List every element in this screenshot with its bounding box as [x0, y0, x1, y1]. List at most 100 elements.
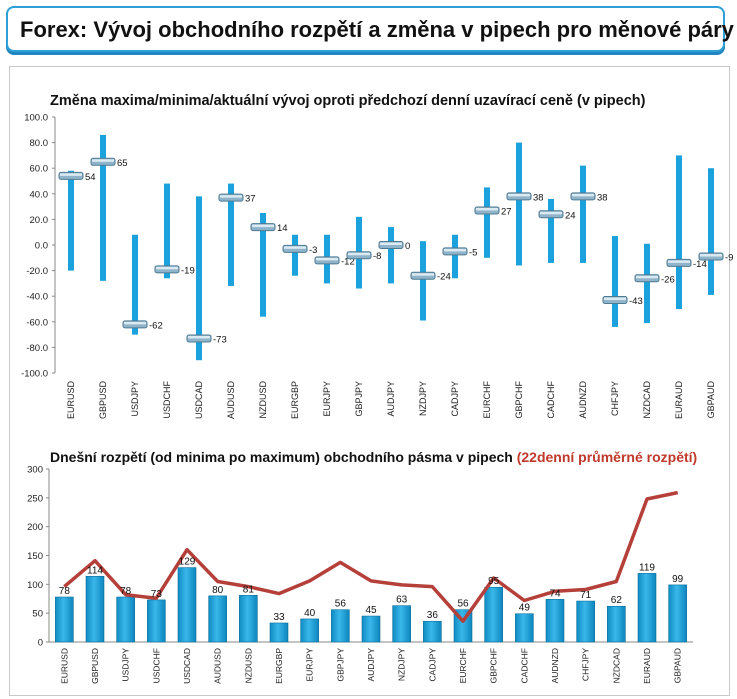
x-tick-label: GBPCHF: [514, 381, 524, 419]
value-label: 36: [427, 610, 439, 621]
value-label: 73: [151, 589, 163, 600]
current-marker-highlight: [156, 266, 178, 270]
value-label: 0: [405, 241, 410, 252]
value-label: 65: [117, 158, 128, 169]
current-marker-highlight: [636, 275, 658, 279]
value-label: -5: [469, 247, 477, 258]
y-tick-label: -100.0: [21, 369, 48, 380]
range-bar: [576, 600, 595, 643]
current-marker-highlight: [252, 224, 274, 228]
range-bar: [292, 234, 298, 276]
value-label: 24: [565, 210, 576, 221]
x-tick-label: EURJPY: [322, 381, 332, 417]
y-tick-label: 80.0: [30, 138, 49, 149]
y-tick-label: 20.0: [30, 215, 49, 226]
chart1-title: Změna maxima/minima/aktuální vývoj oprot…: [50, 93, 646, 109]
current-marker-highlight: [508, 193, 530, 197]
x-tick-label: USDCHF: [151, 648, 161, 683]
value-label: -26: [661, 274, 675, 285]
x-tick-label: USDCHF: [162, 380, 172, 418]
y-tick-label: 0: [38, 638, 43, 649]
x-tick-label: GBPJPY: [335, 648, 345, 682]
range-bar: [260, 213, 266, 317]
x-tick-label: EURJPY: [305, 648, 315, 682]
x-tick-label: GBPUSD: [98, 381, 108, 420]
current-marker-highlight: [444, 248, 466, 252]
x-tick-label: EURCHF: [482, 380, 492, 418]
x-tick-label: USDJPY: [121, 648, 131, 682]
value-label: -12: [341, 256, 355, 267]
value-label: 78: [120, 586, 132, 597]
x-tick-label: CHFJPY: [581, 648, 591, 681]
range-bar: [228, 183, 234, 286]
value-label: -73: [213, 334, 227, 345]
x-tick-label: EURUSD: [66, 381, 76, 420]
range-bar: [147, 599, 166, 643]
x-tick-label: EURGBP: [274, 648, 284, 684]
range-bar: [196, 196, 202, 361]
current-marker-highlight: [188, 335, 210, 339]
current-marker-highlight: [92, 159, 114, 162]
current-marker-highlight: [540, 211, 562, 215]
range-bar: [607, 605, 626, 643]
range-bar: [516, 142, 522, 266]
x-tick-label: AUDJPY: [386, 381, 396, 417]
chart-panel: [9, 66, 730, 696]
x-tick-label: NZDUSD: [258, 381, 268, 419]
value-label: 119: [639, 562, 655, 573]
x-tick-label: USDJPY: [130, 381, 140, 417]
range-bar: [612, 236, 618, 327]
value-label: 63: [396, 595, 408, 606]
x-tick-label: GBPCHF: [489, 648, 499, 683]
range-bar: [239, 594, 258, 643]
value-label: 49: [519, 603, 531, 614]
y-tick-label: 50: [32, 609, 43, 620]
x-tick-label: GBPAUD: [706, 381, 716, 419]
range-bar: [644, 243, 650, 324]
value-label: -43: [629, 296, 643, 307]
x-tick-label: CHFJPY: [610, 381, 620, 416]
x-tick-label: NZDJPY: [397, 648, 407, 681]
value-label: 78: [59, 586, 71, 597]
x-tick-label: GBPAUD: [673, 648, 683, 683]
x-tick-label: EURCHF: [458, 648, 468, 683]
current-marker-highlight: [604, 297, 626, 301]
current-marker-highlight: [572, 193, 594, 197]
range-bar: [708, 168, 714, 295]
chart2-title-average: (22denní průměrné rozpětí): [516, 449, 698, 465]
range-bar: [85, 575, 105, 643]
y-tick-label: -80.0: [26, 343, 48, 354]
page-header: Forex: Vývoj obchodního rozpětí a změna …: [6, 6, 734, 52]
current-marker-highlight: [316, 257, 338, 261]
value-label: 40: [304, 608, 316, 619]
x-tick-label: CADCHF: [546, 380, 556, 418]
range-bar: [177, 567, 197, 643]
x-tick-label: AUDNZD: [550, 648, 560, 683]
chart2-title-main: Dnešní rozpětí (od minima po maximum) ob…: [50, 449, 513, 465]
current-marker-highlight: [668, 260, 690, 263]
y-tick-label: -20.0: [26, 266, 48, 277]
x-tick-label: EURUSD: [59, 648, 69, 684]
range-bar: [484, 187, 490, 258]
value-label: -62: [149, 320, 163, 331]
range-bar: [55, 596, 74, 643]
value-label: 45: [365, 605, 377, 616]
x-tick-label: AUDJPY: [366, 648, 376, 682]
x-tick-label: EURGBP: [290, 381, 300, 419]
range-bar: [388, 227, 394, 284]
range-bar: [668, 584, 687, 643]
y-tick-label: -40.0: [26, 292, 48, 303]
range-bar: [132, 234, 138, 335]
value-label: -24: [437, 272, 451, 283]
range-bar: [164, 183, 170, 279]
value-label: 33: [273, 612, 285, 623]
current-marker-highlight: [412, 273, 434, 276]
value-label: 56: [457, 599, 469, 610]
range-bar: [548, 198, 554, 263]
y-tick-label: 200: [27, 522, 43, 533]
value-label: 99: [672, 574, 684, 585]
value-label: 80: [212, 585, 224, 596]
value-label: 74: [549, 588, 561, 599]
